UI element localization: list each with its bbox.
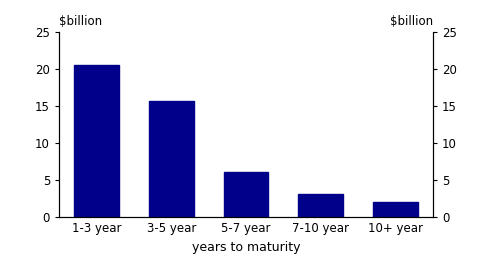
Text: $billion: $billion — [59, 15, 102, 28]
Bar — [149, 101, 194, 217]
Text: $billion: $billion — [390, 15, 433, 28]
Bar — [298, 194, 343, 217]
Bar — [223, 172, 269, 217]
X-axis label: years to maturity: years to maturity — [192, 241, 300, 254]
Bar — [74, 65, 119, 217]
Bar — [373, 202, 418, 217]
